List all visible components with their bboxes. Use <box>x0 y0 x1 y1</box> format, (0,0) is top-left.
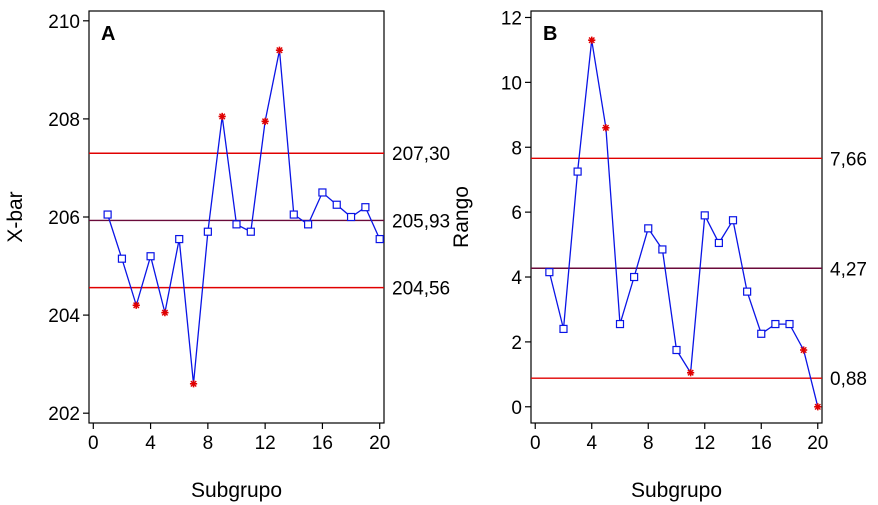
chart0-y-tick-label: 208 <box>48 110 80 131</box>
chart0-point-out-of-control <box>261 117 269 125</box>
chart1-point <box>559 324 568 334</box>
chart0-panel-label: A <box>101 23 115 45</box>
chart1-limit-label-lcl: 0,88 <box>830 369 867 390</box>
chart0-point <box>175 234 184 244</box>
chart1-y-tick-label: 4 <box>511 268 522 289</box>
chart0-point <box>304 220 313 229</box>
chart1-x-axis-label: Subgrupo <box>631 479 722 502</box>
chart1-y-tick-label: 6 <box>511 203 522 224</box>
chart1-panel-label: B <box>543 23 557 45</box>
chart0-x-tick-label: 16 <box>312 433 333 454</box>
chart1-point <box>644 224 653 233</box>
chart0-x-tick-label: 0 <box>88 433 99 454</box>
chart1-point-out-of-control <box>602 124 610 132</box>
chart0-point <box>103 210 112 219</box>
chart0-point <box>146 252 155 261</box>
chart1-point <box>630 272 639 282</box>
chart0-x-tick-label: 8 <box>203 433 214 454</box>
chart1-point <box>672 345 681 355</box>
chart0-point <box>232 220 241 229</box>
chart0-point-out-of-control <box>218 112 226 121</box>
chart1-y-tick-label: 2 <box>511 333 522 354</box>
chart1-point <box>728 216 738 225</box>
chart1-x-tick-label: 4 <box>586 433 597 454</box>
chart1-point-out-of-control <box>588 36 596 44</box>
chart1-point-out-of-control <box>814 403 822 411</box>
chart0-point <box>117 254 127 263</box>
chart1-point <box>658 245 667 254</box>
chart1-point <box>771 319 780 329</box>
chart0-point-out-of-control <box>161 309 169 317</box>
chart1-y-tick-label: 12 <box>501 8 522 29</box>
chart1-x-tick-label: 12 <box>694 433 715 454</box>
chart0-x-tick-label: 12 <box>255 433 276 454</box>
chart0-y-tick-label: 202 <box>48 404 80 425</box>
chart1-x-tick-label: 0 <box>530 433 541 454</box>
chart0-point <box>318 188 327 197</box>
xbar-chart-panel: 202 204 206 208 210 0 4 8 12 16 20 Subgrupo X-bar A 20… <box>4 10 450 502</box>
chart1-x-tick-label: 16 <box>751 433 772 454</box>
chart1-point <box>545 268 554 277</box>
chart0-y-tick-label: 210 <box>48 12 80 33</box>
chart0-point-out-of-control <box>275 46 284 54</box>
chart1-point <box>785 319 794 329</box>
chart1-point-out-of-control <box>800 346 808 354</box>
chart1-point <box>743 287 752 296</box>
chart0-point <box>375 234 384 244</box>
chart1-y-axis-label: Rango <box>450 186 473 248</box>
chart0-x-tick-label: 4 <box>145 433 156 454</box>
chart0-limit-label-ucl: 207,30 <box>392 144 450 165</box>
chart1-point <box>757 329 766 338</box>
chart0-x-axis-label: Subgrupo <box>191 479 282 502</box>
chart1-y-tick-label: 0 <box>511 398 522 419</box>
chart1-y-tick-label: 8 <box>511 138 522 159</box>
chart0-point <box>246 227 255 236</box>
chart1-point <box>714 238 723 248</box>
chart0-point <box>289 210 298 219</box>
chart0-point <box>361 203 370 212</box>
range-chart-panel: 0 2 4 6 8 10 12 0 4 8 12 16 20 Subgrupo Rango B 7,66 4,27… <box>450 8 867 502</box>
chart1-y-tick-label: 10 <box>501 73 522 94</box>
chart1-limit-label-ucl: 7,66 <box>830 149 867 170</box>
chart0-point <box>203 227 212 236</box>
chart0-x-tick-label: 20 <box>369 433 390 454</box>
chart0-point <box>332 200 341 209</box>
chart0-limit-label-cl: 205,93 <box>392 211 450 232</box>
chart1-x-tick-label: 20 <box>807 433 828 454</box>
chart1-point <box>700 211 709 220</box>
chart1-point <box>573 167 582 176</box>
chart1-plot-frame <box>530 10 823 424</box>
chart1-point-out-of-control <box>687 369 695 377</box>
chart0-y-tick-label: 206 <box>48 208 80 229</box>
chart0-y-tick-label: 204 <box>48 306 80 327</box>
chart0-y-axis-label: X-bar <box>4 191 27 242</box>
chart0-point-out-of-control <box>189 380 198 388</box>
chart1-x-tick-label: 8 <box>643 433 654 454</box>
chart0-point <box>346 212 356 222</box>
chart1-point <box>615 319 625 329</box>
chart0-limit-label-lcl: 204,56 <box>392 279 450 300</box>
chart0-point-out-of-control <box>132 301 140 309</box>
chart1-limit-label-cl: 4,27 <box>830 259 867 280</box>
